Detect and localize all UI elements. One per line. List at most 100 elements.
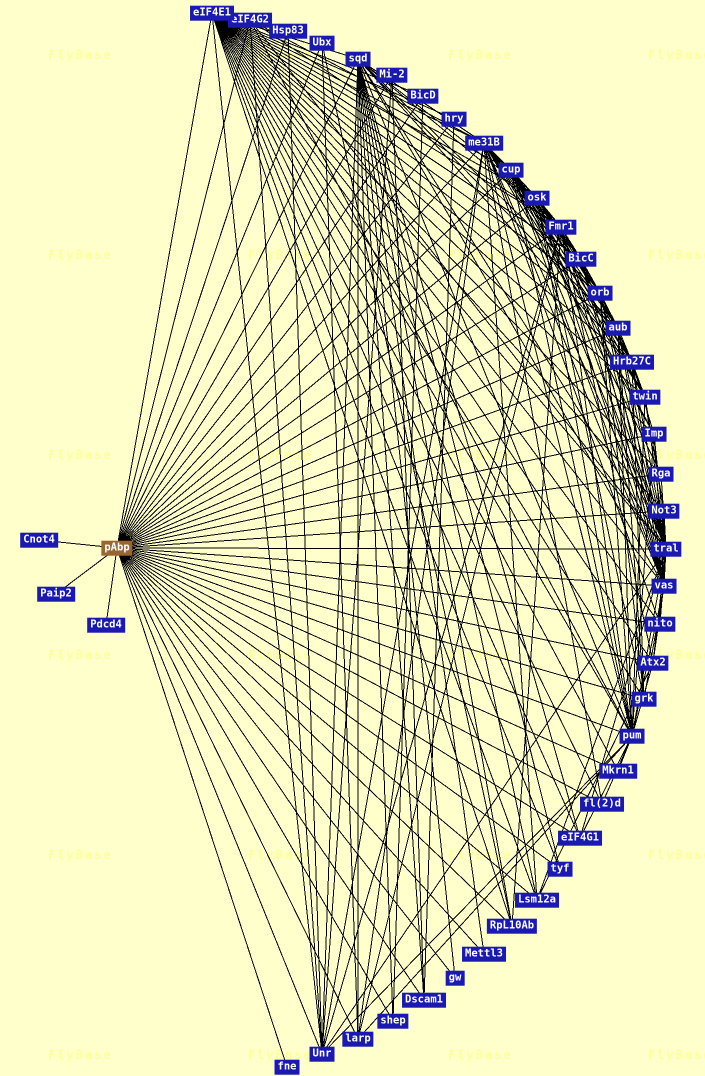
node-nito[interactable]: nito	[644, 616, 676, 632]
node-twin[interactable]: twin	[629, 389, 661, 405]
node-grk[interactable]: grk	[631, 691, 657, 707]
node-Cnot4[interactable]: Cnot4	[20, 532, 58, 548]
hub-node-pAbp[interactable]: pAbp	[101, 540, 133, 556]
edge-pAbp-fne	[116, 547, 288, 1068]
node-me31B[interactable]: me31B	[465, 135, 503, 151]
watermark-text: FlyBase	[48, 648, 113, 662]
node-Dscam1[interactable]: Dscam1	[402, 992, 446, 1008]
watermark-text: FlyBase	[48, 248, 113, 262]
watermark-text: FlyBase	[448, 848, 513, 862]
edge-pum-larp	[357, 735, 633, 1040]
edge-pAbp-Mi-2	[116, 74, 393, 549]
node-eIF4G1[interactable]: eIF4G1	[558, 830, 602, 846]
edge-sqd-gw	[357, 58, 456, 979]
edge-eIF4E1-tral	[211, 12, 667, 550]
edge-pAbp-me31B	[116, 142, 485, 549]
edge-eIF4E1-Fmr1	[211, 12, 562, 228]
edge-sqd-Dscam1	[357, 58, 425, 1001]
watermark-text: FlyBase	[648, 248, 705, 262]
node-shep[interactable]: shep	[377, 1013, 409, 1029]
edge-Not3-twin	[644, 396, 665, 512]
node-BicD[interactable]: BicD	[407, 88, 439, 104]
node-Hsp83[interactable]: Hsp83	[269, 23, 307, 39]
node-larp[interactable]: larp	[342, 1031, 374, 1047]
edge-eIF4E1-Imp	[211, 12, 655, 435]
edge-pAbp-BicC	[116, 258, 582, 549]
node-Unr[interactable]: Unr	[309, 1046, 335, 1062]
node-BicC[interactable]: BicC	[565, 251, 597, 267]
node-tyf[interactable]: tyf	[547, 861, 573, 877]
edge-pAbp-vas	[116, 547, 665, 587]
node-Not3[interactable]: Not3	[648, 503, 680, 519]
edge-pAbp-tral	[116, 547, 667, 550]
node-fl(2)d[interactable]: fl(2)d	[580, 796, 624, 812]
watermark-text: FlyBase	[648, 48, 705, 62]
edge-eIF4E1-orb	[211, 12, 601, 294]
edge-Imp-pum	[631, 433, 655, 737]
edge-cup-vas	[510, 169, 665, 587]
edge-hry-Dscam1	[423, 118, 455, 1001]
node-Atx2[interactable]: Atx2	[637, 655, 669, 671]
edge-pAbp-nito	[116, 547, 661, 625]
node-osk[interactable]: osk	[524, 190, 550, 206]
edge-sqd-Mettl3	[357, 58, 485, 955]
edge-Fmr1-pum	[560, 226, 633, 737]
node-cup[interactable]: cup	[498, 162, 524, 178]
edge-Ubx-larp	[321, 42, 359, 1040]
edge-sqd-tral	[357, 58, 667, 550]
node-Fmr1[interactable]: Fmr1	[545, 219, 577, 235]
node-tral[interactable]: tral	[650, 541, 682, 557]
watermark-text: FlyBase	[648, 448, 705, 462]
edge-eIF4E1-tyf	[211, 12, 561, 870]
node-RpL10Ab[interactable]: RpL10Ab	[486, 918, 538, 934]
edge-pAbp-cup	[116, 169, 512, 549]
edge-cup-pum	[510, 169, 633, 737]
edge-pAbp-Mkrn1	[116, 547, 619, 772]
edge-sqd-shep	[357, 58, 394, 1022]
node-Mkrn1[interactable]: Mkrn1	[599, 763, 637, 779]
edge-tral-eIF4G1	[579, 548, 667, 839]
node-vas[interactable]: vas	[651, 578, 677, 594]
node-Pdcd4[interactable]: Pdcd4	[87, 617, 125, 633]
node-gw[interactable]: gw	[445, 970, 465, 986]
edge-tral-pum	[631, 548, 667, 737]
edge-sqd-pum	[357, 58, 633, 737]
node-Ubx[interactable]: Ubx	[309, 35, 335, 51]
node-eIF4G2[interactable]: eIF4G2	[228, 12, 272, 28]
edge-tral-Lsm12a	[536, 548, 667, 901]
node-fne[interactable]: fne	[274, 1059, 300, 1075]
edge-pAbp-shep	[116, 547, 394, 1022]
node-Mettl3[interactable]: Mettl3	[462, 946, 506, 962]
node-sqd[interactable]: sqd	[345, 51, 371, 67]
node-Rga[interactable]: Rga	[648, 466, 674, 482]
edge-pAbp-sqd	[116, 58, 359, 549]
edge-Imp-tral	[653, 433, 667, 550]
edge-pAbp-BicD	[116, 95, 424, 549]
edge-orb-pum	[599, 292, 633, 737]
edge-eIF4G2-Unr	[249, 19, 323, 1055]
node-Lsm12a[interactable]: Lsm12a	[515, 892, 559, 908]
node-pum[interactable]: pum	[619, 728, 645, 744]
watermark-text: FlyBase	[248, 848, 313, 862]
node-aub[interactable]: aub	[605, 320, 631, 336]
node-eIF4E1[interactable]: eIF4E1	[190, 5, 234, 21]
node-Paip2[interactable]: Paip2	[37, 586, 75, 602]
node-Mi-2[interactable]: Mi-2	[376, 67, 408, 83]
node-Imp[interactable]: Imp	[641, 426, 667, 442]
edge-pAbp-twin	[116, 396, 646, 549]
edge-pAbp-eIF4G1	[116, 547, 581, 839]
edge-pAbp-grk	[116, 547, 645, 700]
watermark-text: FlyBase	[448, 448, 513, 462]
edge-osk-pum	[536, 197, 633, 737]
edge-Fmr1-Unr	[321, 226, 562, 1055]
edge-BicD-shep	[392, 95, 424, 1022]
edge-Hsp83-Unr	[287, 30, 323, 1055]
watermark-text: FlyBase	[48, 448, 113, 462]
node-hry[interactable]: hry	[441, 111, 467, 127]
node-Hrb27C[interactable]: Hrb27C	[610, 354, 654, 370]
edge-BicC-vas	[580, 258, 665, 587]
edge-pAbp-Unr	[116, 547, 323, 1055]
node-orb[interactable]: orb	[587, 285, 613, 301]
edge-eIF4E1-eIF4G1	[211, 12, 581, 839]
